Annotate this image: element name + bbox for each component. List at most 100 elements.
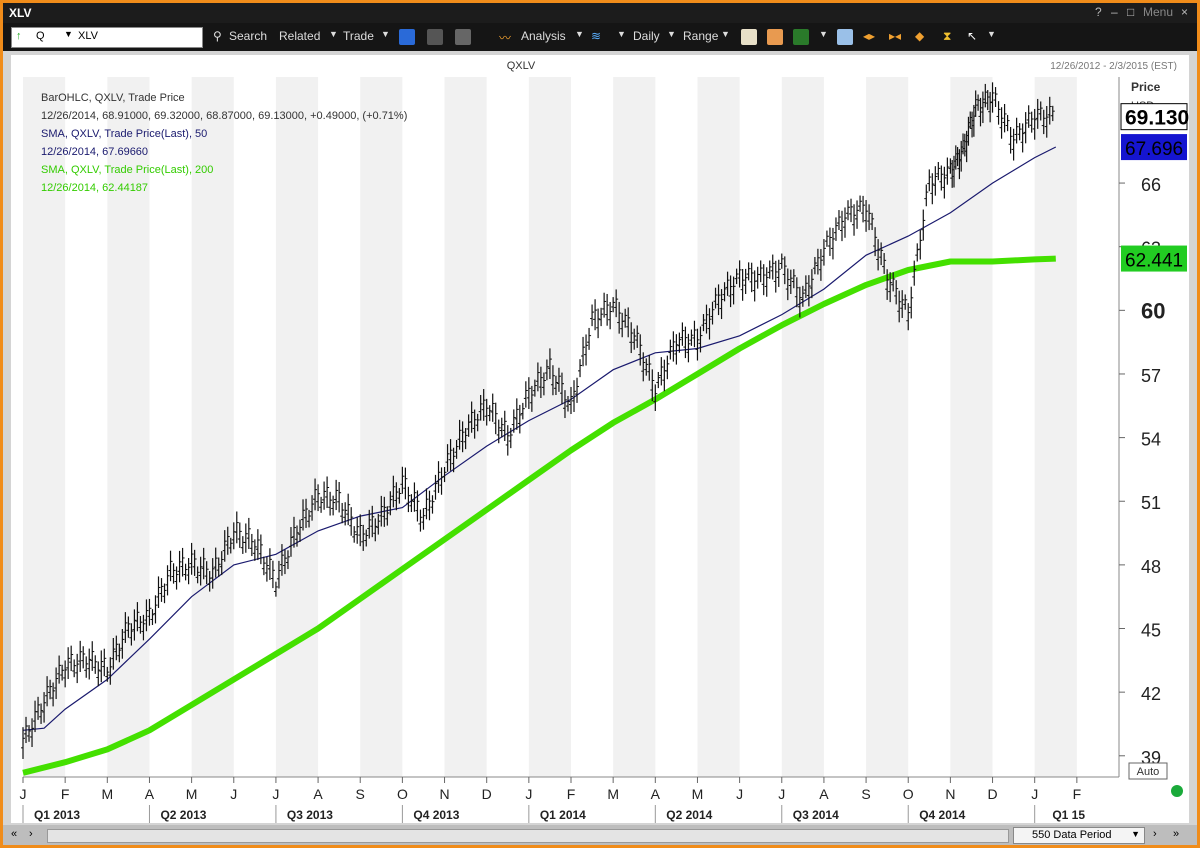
analysis-menu[interactable]: Analysis [521,29,566,43]
scroll-right-arrow-icon[interactable]: › [29,828,33,840]
status-light-icon [1171,785,1183,797]
x-tick-label: F [61,786,70,802]
help-icon[interactable]: ? [1095,5,1102,19]
table-icon[interactable] [837,29,853,45]
related-menu[interactable]: Related [279,29,321,43]
x-tick-label: A [651,786,661,802]
quarter-label: Q1 2014 [540,808,586,822]
sma200-tag-label: 62.441 [1125,251,1183,272]
draw-tool-icon[interactable] [767,29,783,45]
x-tick-label: J [778,786,785,802]
range-menu[interactable]: Range [683,29,719,43]
sma200-line [22,255,1056,776]
tools-dropdown-icon[interactable]: ▼ [819,29,828,39]
auto-scale-button[interactable] [1128,762,1168,780]
x-tick-label: J [525,786,532,802]
chart-area[interactable]: QXLV 12/26/2012 - 2/3/2015 (EST) 39 42 45 4… [11,55,1189,823]
quarter-label: Q4 2013 [413,808,459,822]
time-scrollbar[interactable] [47,829,1009,843]
cursor-icon[interactable]: ↖ [967,29,978,43]
analysis-dropdown-icon[interactable]: ▼ [575,29,584,39]
folder-icon[interactable] [455,29,471,45]
scroll-end-arrows-icon[interactable]: » [1173,828,1180,840]
scroll-end-arrow-icon[interactable]: › [1153,828,1157,840]
month-band [697,77,740,777]
symbol-value[interactable]: XLV [78,30,98,42]
cursor-dropdown-icon[interactable]: ▼ [987,29,996,39]
studies-icon[interactable]: ≋ [591,29,602,43]
x-tick-label: A [819,786,829,802]
y-tick-label: 57 [1141,366,1161,386]
studies-dropdown-icon[interactable]: ▼ [617,29,626,39]
chart-title: QXLV [507,60,536,72]
period-menu[interactable]: Daily [633,29,660,43]
y-tick-label: 45 [1141,621,1161,641]
legend-sma50-value: 12/26/2014, 67.69660 [41,146,148,158]
x-tick-label: M [607,786,619,802]
sma50-line [22,146,1057,731]
x-tick-label: J [230,786,237,802]
related-dropdown-icon[interactable]: ▼ [329,29,338,39]
zoom-y-icon[interactable]: ◆ [915,29,925,43]
sma200-tag [1121,245,1187,272]
month-band [866,77,909,777]
menu-button[interactable]: Menu [1143,5,1174,19]
range-dropdown-icon[interactable]: ▼ [721,29,730,39]
legend-sma50-series: SMA, QXLV, Trade Price(Last), 50 [41,128,207,140]
price-chart[interactable]: QXLV 12/26/2012 - 2/3/2015 (EST) 3942454… [11,55,1189,823]
dropdown-icon[interactable]: ▼ [64,29,73,39]
y-tick-label: 60 [1141,298,1165,323]
chart-date-range: 12/26/2012 - 2/3/2015 (EST) [1050,61,1177,72]
trade-menu[interactable]: Trade [343,29,374,43]
x-tick-label: D [482,786,492,802]
x-tick-label: O [397,786,408,802]
zoom-x-icon[interactable]: ▸◂ [889,29,902,43]
legend-sma200-value: 12/26/2014, 62.44187 [41,182,148,194]
symbol-input[interactable]: ↑ Q ▼ XLV [11,27,203,48]
month-band [275,77,319,777]
symbol-type[interactable]: Q [36,30,45,42]
scroll-left-icon[interactable]: ◂▸ [863,29,876,43]
month-band [1034,77,1077,777]
auto-scale-label[interactable]: Auto [1137,766,1160,778]
data-period-dropdown-icon[interactable]: ▼ [1131,829,1140,839]
indicator-icon[interactable] [793,29,809,45]
x-tick-label: A [313,786,323,802]
maximize-icon[interactable]: □ [1127,5,1135,19]
up-arrow-icon: ↑ [16,30,22,42]
analysis-icon[interactable]: 〰 [499,31,512,45]
trade-dropdown-icon[interactable]: ▼ [381,29,390,39]
scroll-left-arrows-icon[interactable]: « [11,828,18,840]
chart-type-icon[interactable] [741,29,757,45]
x-tick-label: M [692,786,704,802]
price-axis-title: Price [1131,80,1161,94]
hourglass-icon[interactable]: ⧗ [943,29,952,43]
window-title: XLV [9,6,32,20]
period-dropdown-icon[interactable]: ▼ [667,29,676,39]
undo-icon[interactable] [399,29,415,45]
x-tick-label: F [567,786,576,802]
minimize-icon[interactable]: – [1111,5,1118,19]
month-band [613,77,656,777]
x-tick-label: O [903,786,914,802]
data-period-label[interactable]: 550 Data Period [1032,829,1112,841]
x-tick-label: A [145,786,155,802]
x-tick-label: J [20,786,27,802]
month-band [781,77,824,777]
quarter-label: Q1 2013 [34,808,80,822]
quarter-label: Q3 2013 [287,808,333,822]
month-band [444,77,487,777]
search-icon[interactable]: ⚲ [213,29,222,43]
y-tick-label: 42 [1141,684,1161,704]
month-band [950,77,993,777]
status-bar: « › 550 Data Period ▼ › » [3,825,1197,845]
data-period-select[interactable]: 550 Data Period ▼ [1013,827,1145,844]
close-icon[interactable]: × [1181,5,1189,19]
search-button[interactable]: Search [229,29,268,43]
legend-sma200-series: SMA, QXLV, Trade Price(Last), 200 [41,164,213,176]
quarter-label: Q1 15 [1052,808,1085,822]
legend-price-series: BarOHLC, QXLV, Trade Price [41,92,185,104]
sma50-tag-label: 67.696 [1125,139,1183,160]
redo-icon[interactable] [427,29,443,45]
